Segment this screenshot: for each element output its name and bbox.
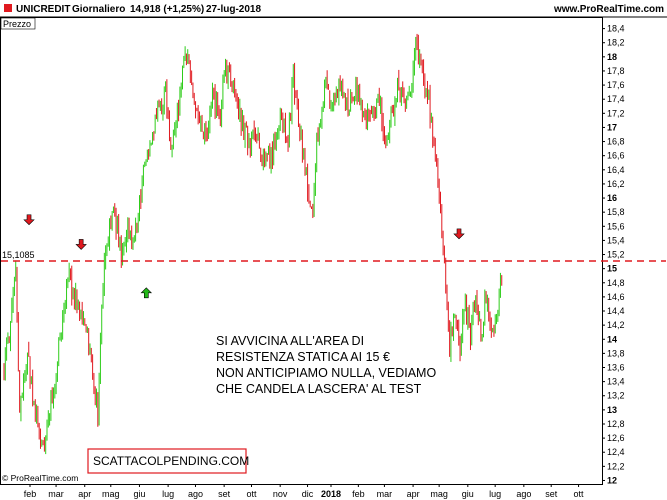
y-axis: 18,4 18,2 18 17,8 17,6 17,4 17,2 17 16,8 16,6 16,4… (602, 24, 625, 485)
y-tick-label: 15,8 (607, 207, 625, 217)
x-tick-label: ott (247, 489, 258, 499)
x-tick-label: set (545, 489, 558, 499)
x-tick-label: lug (162, 489, 174, 499)
stamp-box (87, 448, 247, 474)
x-tick-label: dic (302, 489, 314, 499)
x-tick-label: feb (24, 489, 37, 499)
y-tick-label: 13 (607, 405, 617, 415)
x-tick-label: apr (78, 489, 91, 499)
watermark: © ProRealTime.com (2, 473, 78, 483)
y-tick-label: 15,4 (607, 235, 625, 245)
x-tick-label: apr (407, 489, 420, 499)
y-tick-label: 15,2 (607, 250, 625, 260)
arrow-down-icon (453, 228, 465, 240)
y-tick-label: 18,4 (607, 24, 625, 34)
y-tick-label: 13,8 (607, 348, 625, 358)
x-tick-label: 2018 (321, 489, 341, 499)
x-tick-label: ago (188, 489, 203, 499)
annotation-line-3: NON ANTICIPIAMO NULLA, VEDIAMO (216, 366, 436, 380)
y-tick-label: 14,8 (607, 278, 625, 288)
stamp-text: SCATTACOLPENDING.COM (93, 454, 249, 468)
y-tick-label: 16,8 (607, 137, 625, 147)
header-icon (4, 4, 12, 12)
arrow-down-icon (75, 239, 87, 250)
y-tick-label: 12 (607, 475, 617, 485)
annotation: SI AVVICINA ALL'AREA DI RESISTENZA STATI… (216, 334, 436, 396)
annotation-line-4: CHE CANDELA LASCERA' AL TEST (216, 382, 422, 396)
y-tick-label: 14,4 (607, 306, 625, 316)
candles (3, 33, 503, 455)
annotation-line-2: RESISTENZA STATICA AI 15 € (216, 350, 390, 364)
y-tick-label: 18,2 (607, 38, 625, 48)
x-tick-label: giu (133, 489, 145, 499)
x-tick-label: ott (574, 489, 585, 499)
y-tick-label: 13,4 (607, 377, 625, 387)
y-tick-label: 15 (607, 264, 617, 274)
x-tick-label: mag (102, 489, 120, 499)
x-axis: feb mar apr mag giu lug ago set ott nov dic 2018 feb… (24, 484, 584, 499)
arrow-down-icon (23, 214, 35, 226)
y-tick-label: 13,6 (607, 363, 625, 373)
annotation-line-1: SI AVVICINA ALL'AREA DI (216, 334, 364, 348)
y-tick-label: 14 (607, 334, 617, 344)
x-tick-label: mar (377, 489, 393, 499)
x-tick-label: nov (273, 489, 288, 499)
y-tick-label: 17,4 (607, 94, 625, 104)
panel-label: Prezzo (3, 19, 31, 29)
y-tick-label: 13,2 (607, 391, 625, 401)
date-label: 27-lug-2018 (206, 4, 261, 15)
x-tick-label: set (218, 489, 231, 499)
period-label: Giornaliero (72, 4, 125, 15)
resistance-level-label: 15,1085 (2, 250, 35, 260)
arrow-up-icon (140, 287, 153, 299)
y-tick-label: 16,6 (607, 151, 625, 161)
x-tick-label: giu (462, 489, 474, 499)
x-tick-label: mar (48, 489, 64, 499)
x-tick-label: ago (516, 489, 531, 499)
last-price-label: 14,918 (+1,25%) (130, 4, 204, 15)
y-tick-label: 15,6 (607, 221, 625, 231)
x-tick-label: mag (430, 489, 448, 499)
y-tick-label: 18 (607, 52, 617, 62)
price-panel (0, 17, 603, 485)
y-tick-label: 14,6 (607, 292, 625, 302)
y-tick-label: 12,8 (607, 419, 625, 429)
y-tick-label: 12,2 (607, 461, 625, 471)
y-tick-label: 17 (607, 122, 617, 132)
chart-header: UNICREDIT Giornaliero 14,918 (+1,25%) 27… (4, 4, 664, 15)
y-tick-label: 12,4 (607, 447, 625, 457)
symbol-label: UNICREDIT (16, 4, 70, 15)
y-tick-label: 16,2 (607, 179, 625, 189)
y-tick-label: 12,6 (607, 433, 625, 443)
y-tick-label: 16,4 (607, 165, 625, 175)
y-tick-label: 17,2 (607, 108, 625, 118)
y-tick-label: 17,8 (607, 66, 625, 76)
x-tick-label: lug (489, 489, 501, 499)
signal-arrows (23, 214, 465, 299)
site-label: www.ProRealTime.com (553, 4, 664, 15)
y-tick-label: 16 (607, 193, 617, 203)
panel-label-box (0, 17, 36, 30)
y-tick-label: 14,2 (607, 320, 625, 330)
y-tick-label: 17,6 (607, 80, 625, 90)
x-tick-label: feb (352, 489, 365, 499)
